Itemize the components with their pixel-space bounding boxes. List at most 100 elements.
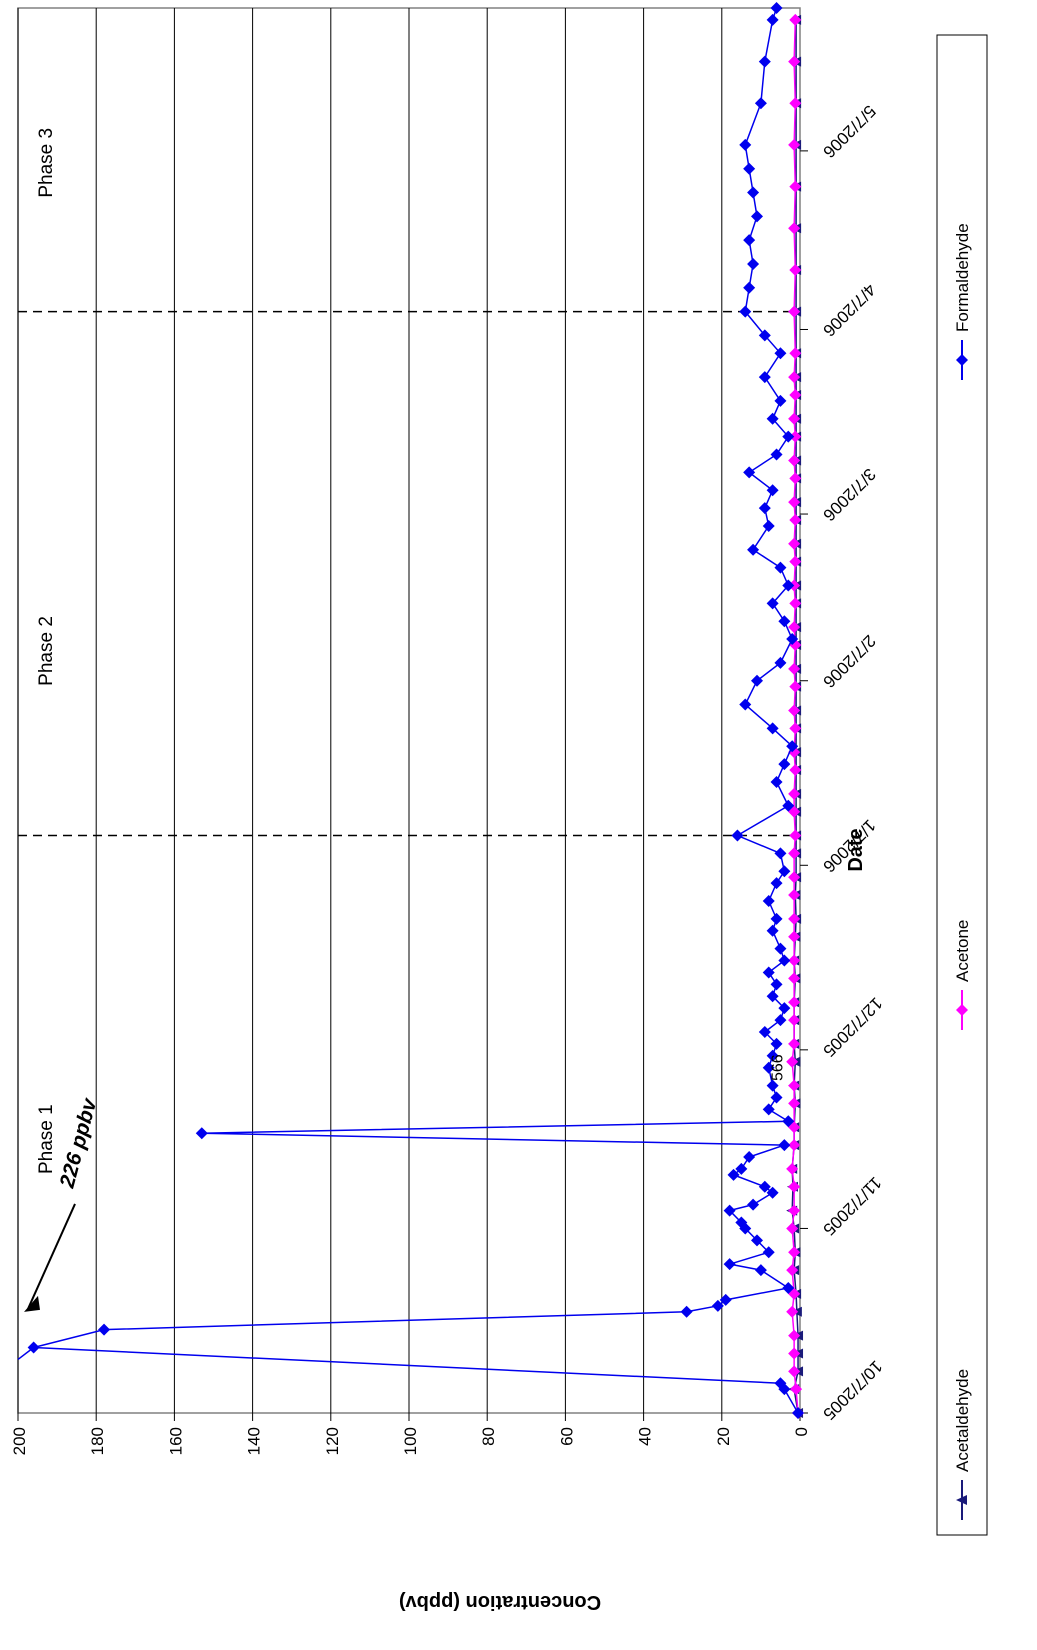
legend-marker xyxy=(956,1495,967,1505)
data-point xyxy=(743,1151,756,1164)
x-axis-label: Date xyxy=(845,828,867,871)
data-point xyxy=(788,1365,801,1378)
data-point xyxy=(774,1014,787,1027)
data-point xyxy=(758,1025,771,1038)
data-point xyxy=(762,895,775,908)
data-point xyxy=(789,555,802,568)
data-point xyxy=(774,561,787,574)
annotation-arrowhead xyxy=(24,1295,40,1312)
data-point xyxy=(735,1216,748,1229)
data-point xyxy=(782,579,795,592)
data-point xyxy=(762,966,775,979)
data-point xyxy=(786,1162,799,1175)
data-point xyxy=(788,1037,801,1050)
data-point xyxy=(739,138,752,151)
x-tick-label: 12/7/2005 xyxy=(819,994,886,1061)
data-point xyxy=(750,674,763,687)
data-point xyxy=(774,942,787,955)
data-point xyxy=(750,210,763,223)
data-point xyxy=(762,1246,775,1259)
data-point xyxy=(788,1139,801,1152)
data-point xyxy=(788,222,801,235)
data-point xyxy=(788,996,801,1009)
data-point xyxy=(778,954,791,967)
data-point xyxy=(766,722,779,735)
data-point xyxy=(788,871,801,884)
data-point xyxy=(788,371,801,384)
annotation-arrow xyxy=(27,1203,76,1310)
x-tick-label: 4/7/2006 xyxy=(819,280,879,340)
data-point xyxy=(788,537,801,550)
data-point xyxy=(789,472,802,485)
data-point xyxy=(727,1168,740,1181)
data-point xyxy=(743,466,756,479)
x-tick-label: 3/7/2006 xyxy=(819,464,879,524)
phase-label: Phase 2 xyxy=(36,616,57,686)
y-tick-label: 20 xyxy=(714,1427,733,1446)
data-point xyxy=(766,1049,779,1062)
y-tick-label: 160 xyxy=(166,1427,185,1455)
data-point xyxy=(786,1055,799,1068)
legend: Acetaldehyde Acetone Formaldehyde xyxy=(936,34,988,1536)
data-point xyxy=(788,930,801,943)
data-point xyxy=(789,597,802,610)
data-point xyxy=(766,13,779,26)
data-point xyxy=(782,1281,795,1294)
data-point xyxy=(747,1198,760,1211)
data-point xyxy=(762,1103,775,1116)
x-tick-label: 5/7/2006 xyxy=(819,101,879,161)
data-point xyxy=(770,1091,783,1104)
y-axis-label: Concentration (ppbv) xyxy=(399,1591,601,1613)
data-point xyxy=(766,484,779,497)
data-point xyxy=(788,787,801,800)
data-point xyxy=(788,496,801,509)
data-point xyxy=(778,865,791,878)
data-point xyxy=(766,597,779,610)
data-point xyxy=(788,972,801,985)
data-point xyxy=(774,347,787,360)
data-point xyxy=(770,775,783,788)
data-point xyxy=(786,1305,799,1318)
data-point xyxy=(788,847,801,860)
data-point xyxy=(788,412,801,425)
data-point xyxy=(788,1246,801,1259)
y-tick-label: 100 xyxy=(401,1427,420,1455)
data-point xyxy=(789,347,802,360)
data-point xyxy=(789,764,802,777)
data-point xyxy=(782,799,795,812)
y-tick-label: 60 xyxy=(557,1427,576,1446)
data-point xyxy=(762,519,775,532)
data-point xyxy=(788,1329,801,1342)
data-point xyxy=(731,829,744,842)
data-point xyxy=(789,13,802,26)
y-tick-label: 140 xyxy=(245,1427,264,1455)
data-point xyxy=(750,1234,763,1247)
data-point xyxy=(788,912,801,925)
data-point xyxy=(778,1139,791,1152)
data-point xyxy=(735,1162,748,1175)
data-point xyxy=(758,502,771,515)
data-point xyxy=(788,621,801,634)
data-point xyxy=(789,513,802,526)
data-point xyxy=(788,1204,801,1217)
series-formaldehyde xyxy=(27,2,805,1419)
phase-label: Phase 1 xyxy=(36,1104,57,1174)
data-point xyxy=(789,180,802,193)
data-point xyxy=(758,55,771,68)
data-point xyxy=(743,162,756,175)
data-point xyxy=(758,1180,771,1193)
data-point xyxy=(786,1264,799,1277)
data-point xyxy=(774,1377,787,1390)
plot-area: 0 20 40 60 80 100 120 140 160 180 200 10/7/2005 11/7… xyxy=(10,2,886,1455)
data-point xyxy=(766,1079,779,1092)
data-point xyxy=(711,1299,724,1312)
data-point xyxy=(770,1037,783,1050)
data-point xyxy=(778,615,791,628)
data-point xyxy=(788,954,801,967)
data-point xyxy=(98,1323,111,1336)
data-point xyxy=(747,543,760,556)
data-point xyxy=(770,912,783,925)
data-point xyxy=(747,186,760,199)
legend-box xyxy=(936,34,988,1536)
